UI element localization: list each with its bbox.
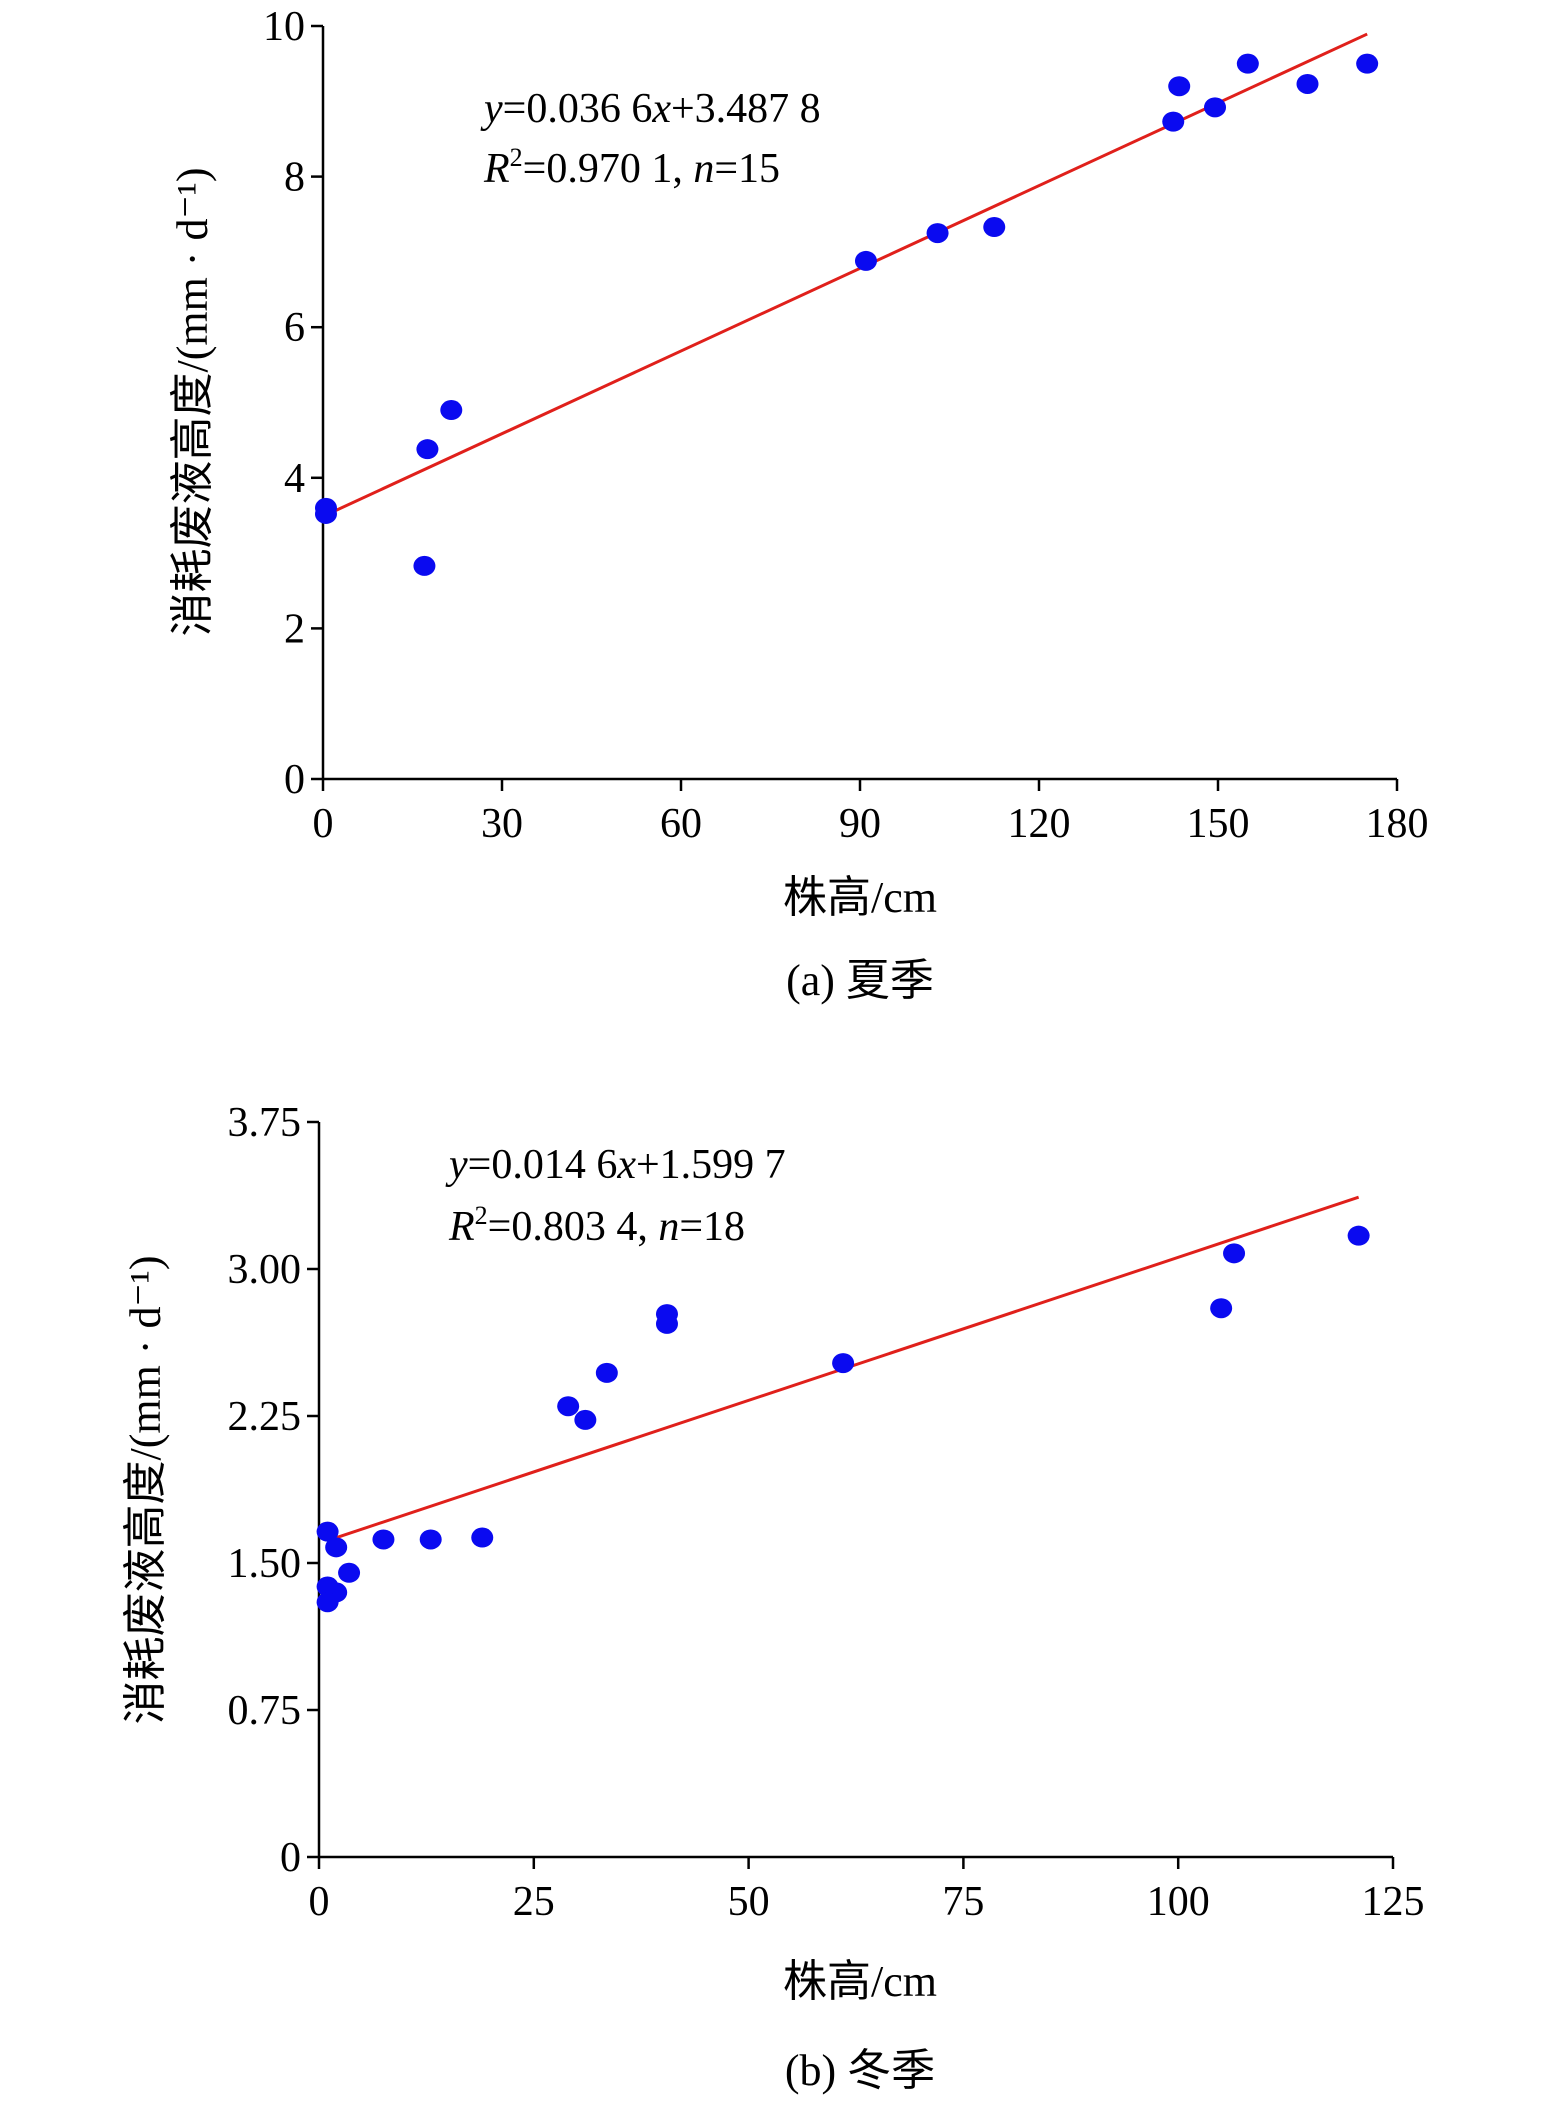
panel-b-y-tick-label: 0 — [280, 1835, 301, 1881]
panel-b-x-tick-label: 0 — [309, 1879, 330, 1925]
panel-b-y-tick-label: 1.50 — [228, 1541, 302, 1587]
panel-a-data-point — [416, 439, 439, 460]
panel-a-points — [314, 53, 1379, 576]
panel-b-data-point — [419, 1529, 442, 1550]
panel-b-data-point — [325, 1537, 348, 1558]
panel-a-data-point — [1356, 53, 1379, 74]
panel-b-x-tick-label: 125 — [1362, 1879, 1425, 1925]
panel-a-x-tick-label: 90 — [839, 801, 881, 847]
panel-b-data-point — [372, 1529, 395, 1550]
panel-b: 0 25 50 75 100 125 0 0.75 1.50 2.25 3.00 3.75 y=0.0… — [121, 1100, 1425, 2095]
panel-a-data-point — [1168, 76, 1191, 97]
panel-a-y-tick-label: 4 — [284, 456, 305, 502]
panel-b-equation: y=0.014 6x+1.599 7 — [445, 1142, 786, 1188]
panel-a-x-tick-label: 0 — [313, 801, 334, 847]
panel-a-equation: y=0.036 6x+3.487 8 — [480, 86, 821, 132]
panel-b-data-point — [316, 1592, 339, 1613]
panel-a-fit-line — [322, 32, 1368, 518]
panel-a-x-tick-label: 120 — [1008, 801, 1071, 847]
panel-a-y-tick-label: 8 — [284, 155, 305, 201]
panel-b-x-tick-label: 50 — [728, 1879, 770, 1925]
panel-b-data-point — [471, 1527, 494, 1548]
panel-b-x-tick-label: 25 — [513, 1879, 555, 1925]
panel-b-data-point — [1223, 1243, 1246, 1264]
panel-b-x-tick-label: 100 — [1147, 1879, 1210, 1925]
panel-b-caption: (b) 冬季 — [785, 2046, 935, 2095]
panel-b-data-point — [655, 1313, 678, 1334]
panel-a-x-tick-label: 60 — [660, 801, 702, 847]
panel-a-y-tick-label: 10 — [263, 4, 305, 50]
panel-a-data-point — [413, 555, 436, 576]
panel-a-x-tick-label: 180 — [1366, 801, 1429, 847]
panel-b-data-point — [595, 1362, 618, 1383]
panel-a-data-point — [1162, 111, 1185, 132]
panel-b-data-point — [574, 1409, 597, 1430]
panel-a-data-point — [1296, 73, 1319, 94]
panel-b-y-axis-title: 消耗废液高度/(mm · d⁻¹) — [121, 1255, 170, 1724]
panel-b-points — [316, 1225, 1370, 1613]
panel-a-data-point — [983, 217, 1006, 238]
panel-a-x-tick-label: 150 — [1187, 801, 1250, 847]
panel-b-data-point — [557, 1396, 580, 1417]
panel-b-y-tick-label: 3.75 — [228, 1100, 302, 1146]
panel-a-y-tick-label: 0 — [284, 757, 305, 803]
panel-a-data-point — [1204, 97, 1227, 118]
panel-a-y-tick-label: 2 — [284, 606, 305, 652]
panel-a-data-point — [440, 400, 463, 421]
panel-a-data-point — [1236, 53, 1259, 74]
panel-b-stats: R2=0.803 4, n=18 — [448, 1201, 745, 1250]
panel-a-y-axis-title: 消耗废液高度/(mm · d⁻¹) — [168, 167, 217, 636]
panel-a-stats: R2=0.970 1, n=15 — [483, 143, 780, 192]
panel-a-x-tick-label: 30 — [481, 801, 523, 847]
panel-b-y-tick-label: 0.75 — [228, 1688, 302, 1734]
panel-b-data-point — [832, 1353, 855, 1374]
panel-a-data-point — [314, 503, 337, 524]
panel-a-y-tick-label: 6 — [284, 305, 305, 351]
panel-b-y-tick-label: 3.00 — [228, 1247, 302, 1293]
panel-b-x-axis-title: 株高/cm — [783, 1957, 937, 2006]
panel-b-ticks: 0 25 50 75 100 125 0 0.75 1.50 2.25 3.00 3.75 — [228, 1100, 1425, 1925]
panel-a-gridless-plot: 0 30 60 90 120 150 180 0 2 4 6 8 10 — [263, 4, 1429, 847]
panel-a-ticks: 0 30 60 90 120 150 180 0 2 4 6 8 10 — [263, 4, 1429, 847]
panel-a-data-point — [926, 223, 949, 244]
panel-b-data-point — [338, 1562, 361, 1583]
panel-a: 0 30 60 90 120 150 180 0 2 4 6 8 10 y=0.036 6x+3.487… — [168, 4, 1429, 1005]
panel-b-x-tick-label: 75 — [942, 1879, 984, 1925]
panel-b-data-point — [1347, 1225, 1370, 1246]
panel-b-gridless-plot: 0 25 50 75 100 125 0 0.75 1.50 2.25 3.00 3.75 — [228, 1100, 1425, 1925]
panel-a-caption: (a) 夏季 — [786, 956, 934, 1005]
panel-a-x-axis-title: 株高/cm — [783, 873, 937, 922]
panel-b-y-tick-label: 2.25 — [228, 1394, 302, 1440]
panel-a-data-point — [854, 250, 877, 271]
panel-b-data-point — [316, 1521, 339, 1542]
panel-b-data-point — [1210, 1298, 1233, 1319]
